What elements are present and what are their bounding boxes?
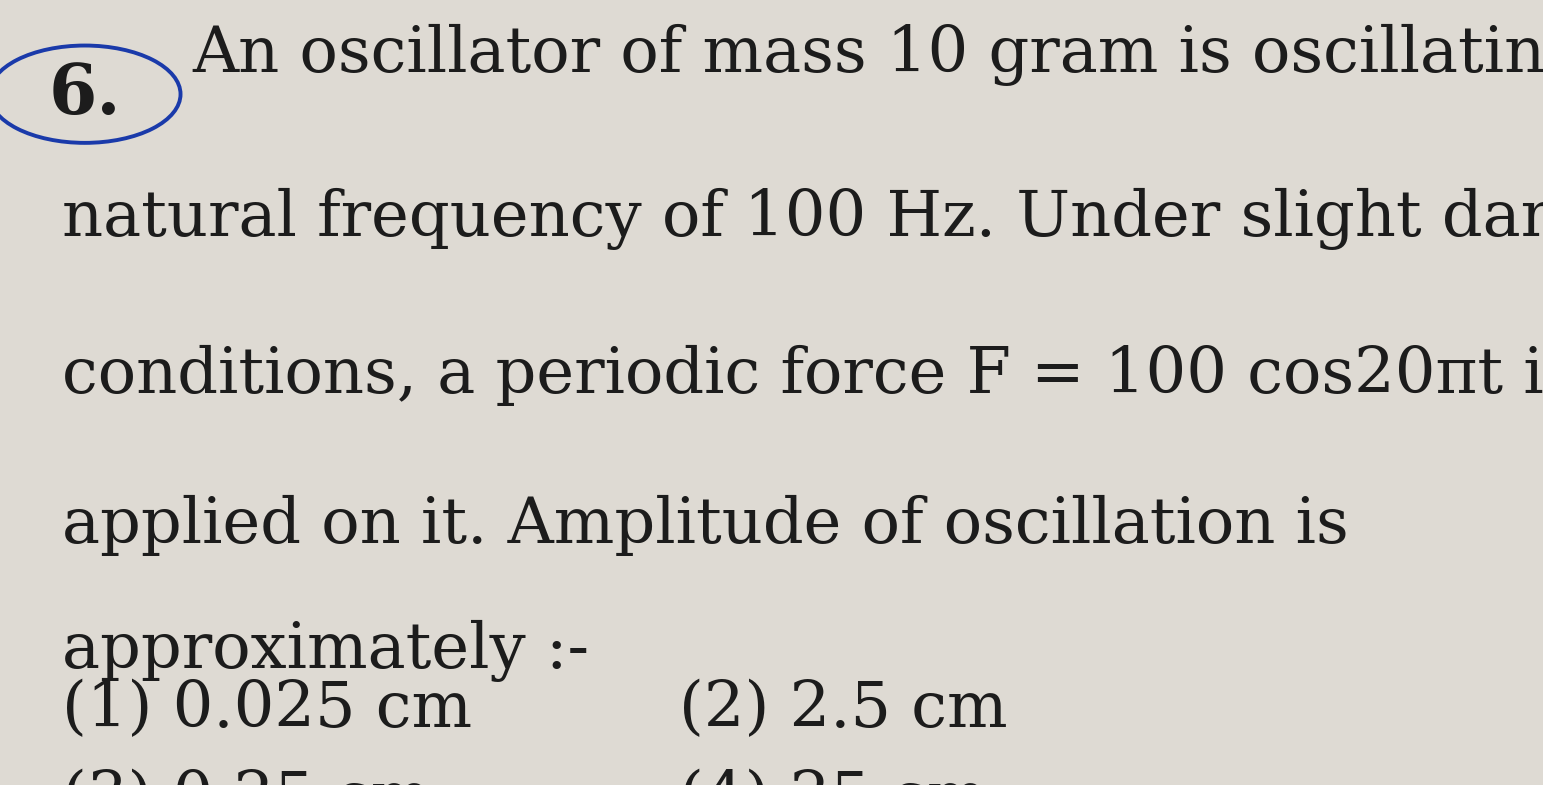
- Text: conditions, a periodic force F = 100 cos20πt is: conditions, a periodic force F = 100 cos…: [62, 345, 1543, 407]
- Text: (2) 2.5 cm: (2) 2.5 cm: [679, 679, 1008, 740]
- Text: approximately :-: approximately :-: [62, 620, 589, 682]
- Text: An oscillator of mass 10 gram is oscillating with: An oscillator of mass 10 gram is oscilla…: [193, 24, 1543, 86]
- Text: (4) 25 cm: (4) 25 cm: [679, 769, 988, 785]
- Text: (3) 0.25 cm: (3) 0.25 cm: [62, 769, 430, 785]
- Text: applied on it. Amplitude of oscillation is: applied on it. Amplitude of oscillation …: [62, 495, 1349, 556]
- Text: 6.: 6.: [49, 60, 120, 128]
- Text: (1) 0.025 cm: (1) 0.025 cm: [62, 679, 472, 740]
- Text: natural frequency of 100 Hz. Under slight damped: natural frequency of 100 Hz. Under sligh…: [62, 188, 1543, 250]
